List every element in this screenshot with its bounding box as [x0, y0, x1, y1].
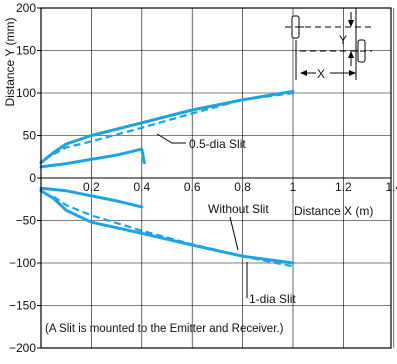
y-tick-label: −150: [9, 299, 36, 313]
y-tick-label: 150: [16, 44, 36, 58]
series-lines: [39, 89, 295, 268]
series-line-without-slit-upper: [39, 89, 295, 165]
y-tick-label: −50: [16, 214, 37, 228]
y-tick-label: −200: [9, 341, 36, 355]
x-tick-label: 1: [290, 180, 297, 194]
y-tick-label: −100: [9, 256, 36, 270]
annotation-0.5-dia-slit: 0.5-dia Slit: [189, 137, 246, 151]
y-tick-label: 50: [23, 129, 37, 143]
annotation-1-dia-slit: 1-dia Slit: [249, 292, 296, 306]
x-tick-label: 0.4: [133, 180, 150, 194]
y-tick-label: 0: [29, 171, 36, 185]
y-axis-label: Distance Y (mm): [3, 18, 17, 107]
leader-0.5-dia-slit: [156, 133, 186, 144]
y-tick-label: 200: [16, 1, 36, 15]
leader-without-slit: [229, 216, 239, 251]
y-tick-label: 100: [16, 86, 36, 100]
grid: [41, 7, 395, 349]
inset-schematic: X Y: [285, 8, 375, 81]
annotation-without-slit: Without Slit: [208, 202, 269, 216]
series-line-0-5-dia-slit-lower: [39, 186, 144, 209]
x-axis-label: Distance X (m): [294, 204, 373, 218]
plot-frame: [40, 7, 392, 349]
inset-x-label: X: [317, 67, 325, 81]
axis-ticks: 0.20.40.60.811.21.4200150100500−50−100−1…: [9, 1, 397, 355]
series-line-0-5-dia-slit-upper: [39, 147, 146, 169]
series-line-1-dia-slit-lower: [52, 195, 294, 268]
x-tick-label: 0.2: [83, 180, 100, 194]
x-tick-label: 0.8: [234, 180, 251, 194]
x-tick-label: 1.2: [335, 180, 352, 194]
annotation-note: (A Slit is mounted to the Emitter and Re…: [45, 323, 284, 335]
inset-y-label: Y: [339, 33, 347, 47]
series-line-1-dia-slit-upper: [53, 91, 294, 156]
x-tick-label: 0.6: [184, 180, 201, 194]
